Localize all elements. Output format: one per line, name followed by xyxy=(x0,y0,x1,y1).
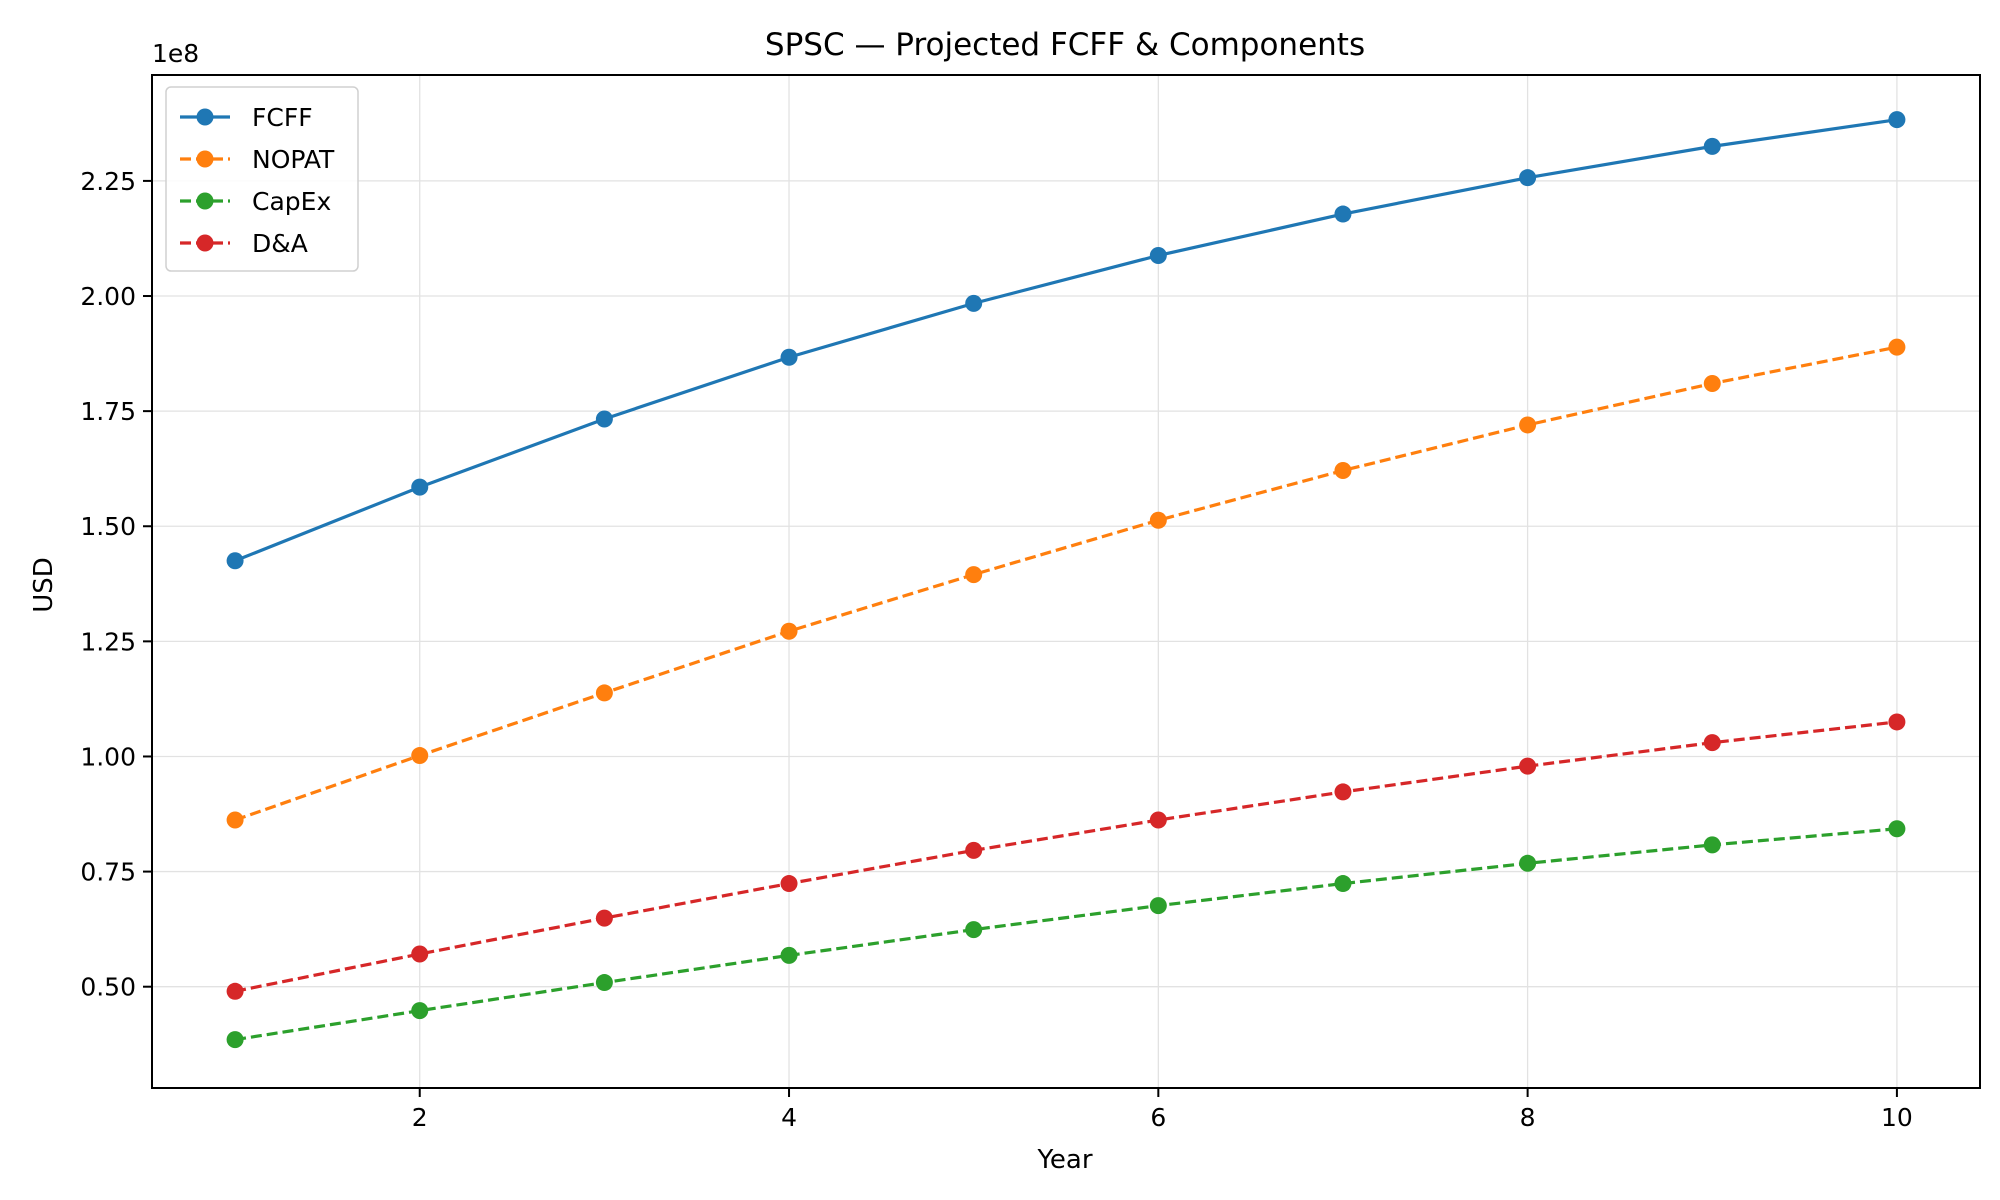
data-point-d-a xyxy=(780,875,798,893)
data-point-nopat xyxy=(1703,375,1721,393)
data-point-fcff xyxy=(411,478,429,496)
y-tick-label: 1.75 xyxy=(80,397,136,426)
data-point-d-a xyxy=(1888,713,1906,731)
data-point-fcff xyxy=(1519,169,1537,187)
series-nopat xyxy=(226,338,1906,829)
series-capex xyxy=(226,820,1906,1049)
series-line-d-a xyxy=(234,720,1898,993)
legend-marker-fcff xyxy=(196,108,214,126)
chart-title: SPSC — Projected FCFF & Components xyxy=(765,27,1365,63)
data-point-capex xyxy=(1334,875,1352,893)
x-tick-label: 10 xyxy=(1881,1103,1913,1132)
data-point-fcff xyxy=(780,348,798,366)
data-point-fcff xyxy=(1703,137,1721,155)
data-point-nopat xyxy=(965,566,983,584)
series-d-a xyxy=(226,713,1906,1000)
legend-label-d-a: D&A xyxy=(252,229,308,258)
data-point-nopat xyxy=(1149,511,1167,529)
data-point-capex xyxy=(411,1002,429,1020)
legend-marker-d-a xyxy=(196,234,214,252)
data-point-capex xyxy=(1519,854,1537,872)
data-point-nopat xyxy=(780,622,798,640)
legend-marker-capex xyxy=(196,192,214,210)
data-point-nopat xyxy=(1519,416,1537,434)
x-tick-label: 2 xyxy=(412,1103,428,1132)
y-axis-offset-label: 1e8 xyxy=(152,39,199,68)
data-point-capex xyxy=(226,1031,244,1049)
data-point-d-a xyxy=(1149,811,1167,829)
grid-lines xyxy=(152,75,1980,1088)
data-point-fcff xyxy=(595,410,613,428)
data-point-d-a xyxy=(411,945,429,963)
series-fcff xyxy=(226,111,1906,570)
series-lines xyxy=(226,111,1906,1049)
data-point-fcff xyxy=(226,552,244,570)
series-line-capex xyxy=(234,827,1898,1042)
y-tick-label: 1.50 xyxy=(80,512,136,541)
data-point-nopat xyxy=(1888,338,1906,356)
data-point-capex xyxy=(1703,836,1721,854)
series-line-nopat xyxy=(234,345,1898,822)
legend-label-capex: CapEx xyxy=(252,187,331,216)
data-point-fcff xyxy=(1334,205,1352,223)
y-tick-label: 2.00 xyxy=(80,282,136,311)
legend-label-fcff: FCFF xyxy=(252,103,313,132)
data-point-fcff xyxy=(1888,111,1906,129)
plot-frame xyxy=(151,74,1981,1089)
data-point-nopat xyxy=(595,684,613,702)
y-tick-label: 0.50 xyxy=(80,973,136,1002)
data-point-d-a xyxy=(1703,734,1721,752)
data-point-capex xyxy=(595,974,613,992)
data-point-d-a xyxy=(1519,757,1537,775)
y-axis-title: USD xyxy=(29,557,59,613)
data-point-capex xyxy=(1149,897,1167,915)
legend-label-nopat: NOPAT xyxy=(252,145,335,174)
series-line-fcff xyxy=(234,118,1898,563)
data-point-fcff xyxy=(965,294,983,312)
data-point-nopat xyxy=(1334,462,1352,480)
data-point-fcff xyxy=(1149,246,1167,264)
x-tick-label: 4 xyxy=(781,1103,797,1132)
x-tick-label: 6 xyxy=(1150,1103,1166,1132)
data-point-d-a xyxy=(965,841,983,859)
legend-box xyxy=(165,86,359,272)
y-tick-label: 2.25 xyxy=(80,167,136,196)
data-point-nopat xyxy=(411,747,429,765)
x-axis-title: Year xyxy=(1036,1145,1092,1175)
legend-marker-nopat xyxy=(196,150,214,168)
legend: FCFF NOPAT CapEx D&A xyxy=(165,86,359,272)
x-tick-label: 8 xyxy=(1520,1103,1536,1132)
y-tick-label: 1.25 xyxy=(80,627,136,656)
data-point-capex xyxy=(965,921,983,939)
data-point-capex xyxy=(1888,820,1906,838)
data-point-nopat xyxy=(226,811,244,829)
axes: 2 4 6 8 10 0.50 0.75 1.00 1.25 1.50 1.75 2.00 2.25 xyxy=(80,74,1981,1132)
y-tick-label: 0.75 xyxy=(80,858,136,887)
data-point-d-a xyxy=(595,909,613,927)
data-point-capex xyxy=(780,946,798,964)
data-point-d-a xyxy=(226,982,244,1000)
y-tick-label: 1.00 xyxy=(80,742,136,771)
data-point-d-a xyxy=(1334,783,1352,801)
